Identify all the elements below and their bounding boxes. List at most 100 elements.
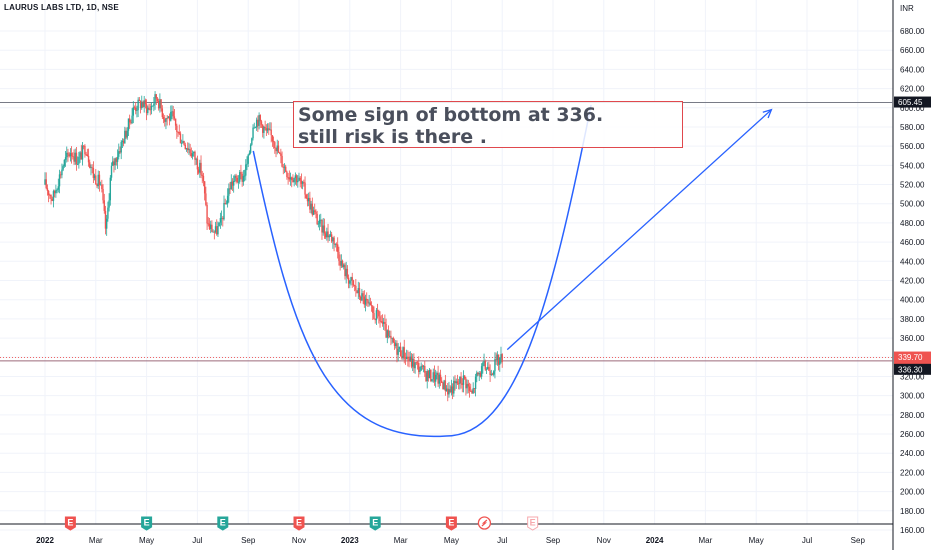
candle-body (231, 181, 234, 186)
candle-body (355, 285, 357, 291)
candle-body (276, 145, 278, 152)
candle-body (399, 346, 402, 357)
candle-body (433, 372, 436, 382)
candle-body (330, 234, 333, 242)
x-tick-label: Mar (89, 536, 103, 545)
candle-body (218, 222, 220, 226)
candle-body (488, 366, 490, 371)
candle-body (298, 177, 300, 181)
candle-body (344, 264, 346, 277)
candle-body (484, 360, 486, 370)
candle-body (445, 388, 448, 392)
candle-body (72, 156, 74, 158)
candle-body (410, 356, 413, 367)
x-tick-label: Jul (192, 536, 202, 545)
candle-body (271, 135, 274, 142)
candle-body (491, 373, 494, 375)
candle-body (95, 175, 97, 185)
y-tick-label: 580.00 (900, 123, 925, 132)
candle-body (107, 207, 109, 219)
candle-body (396, 343, 398, 355)
candle-body (251, 138, 253, 145)
earnings-badge-letter: E (144, 518, 150, 528)
candle-body (172, 111, 174, 117)
x-tick-label: Mar (394, 536, 408, 545)
candle-body (199, 162, 201, 173)
candle-body (53, 191, 56, 194)
candle-body (159, 99, 161, 109)
candle-body (397, 348, 399, 355)
candle-body (426, 370, 428, 382)
earnings-event-icon[interactable]: E (217, 516, 229, 531)
earnings-badge-letter: E (67, 518, 73, 528)
candle-body (51, 198, 53, 201)
y-tick-label: 160.00 (900, 526, 925, 535)
candle-body (101, 184, 103, 189)
candle-body (363, 296, 366, 305)
y-tick-label: 460.00 (900, 238, 925, 247)
y-tick-label: 620.00 (900, 85, 925, 94)
candle-body (151, 105, 154, 107)
y-tick-label: 540.00 (900, 161, 925, 170)
candle-body (431, 379, 433, 382)
candle-body (482, 362, 484, 367)
candle-body (73, 156, 75, 162)
y-tick-label: 400.00 (900, 296, 925, 305)
candle-body (171, 111, 173, 113)
candle-body (147, 107, 149, 114)
earnings-event-icon[interactable]: E (445, 516, 457, 531)
x-tick-label: Sep (241, 536, 256, 545)
candle-body (341, 260, 344, 268)
candle-body (443, 380, 445, 390)
candle-body (91, 167, 93, 169)
x-tick-label: Jul (802, 536, 812, 545)
candle-body (114, 158, 116, 166)
candle-body (81, 145, 84, 160)
earnings-event-icon[interactable]: E (369, 516, 381, 531)
candle-body (235, 175, 237, 178)
candle-body (207, 223, 209, 225)
dividend-icon[interactable] (477, 516, 492, 530)
annotation-text-box[interactable]: Some sign of bottom at 336. still risk i… (293, 101, 683, 148)
annotation-line-2: still risk is there . (298, 126, 488, 148)
candle-body (70, 153, 73, 157)
projection-arrow-line[interactable] (506, 109, 772, 351)
candle-body (386, 330, 388, 338)
y-tick-label: 520.00 (900, 181, 925, 190)
candle-body (52, 191, 55, 201)
earnings-event-icon[interactable]: E (64, 516, 76, 531)
candle-body (351, 277, 353, 281)
candle-body (317, 223, 320, 225)
candle-body (228, 188, 230, 196)
candle-body (63, 159, 66, 167)
candle-body (460, 376, 462, 384)
candle-body (262, 124, 264, 133)
earnings-event-icon[interactable]: E (293, 516, 305, 531)
candle-body (312, 210, 315, 215)
symbol-title: LAURUS LABS LTD, 1D, NSE (4, 3, 119, 12)
candle-body (138, 99, 141, 101)
candle-body (321, 219, 323, 233)
x-tick-label: May (139, 536, 154, 545)
candle-body (90, 167, 92, 169)
candle-body (391, 337, 393, 339)
candle-body (470, 390, 472, 392)
cup-curve-drawing[interactable] (252, 104, 592, 438)
candle-body (79, 152, 81, 157)
candle-body (44, 179, 46, 185)
earnings-event-icon[interactable]: E (527, 516, 539, 531)
candle-body (249, 144, 252, 153)
currency-label: INR (900, 4, 914, 13)
candle-body (306, 198, 309, 202)
candle-body (395, 343, 397, 347)
candle-body (202, 175, 205, 182)
candle-body (471, 390, 473, 394)
candle-body (248, 152, 251, 155)
candle-body (130, 122, 132, 124)
candle-body (407, 356, 409, 360)
candle-body (50, 195, 52, 199)
earnings-event-icon[interactable]: E (141, 516, 153, 531)
candle-body (189, 149, 191, 154)
